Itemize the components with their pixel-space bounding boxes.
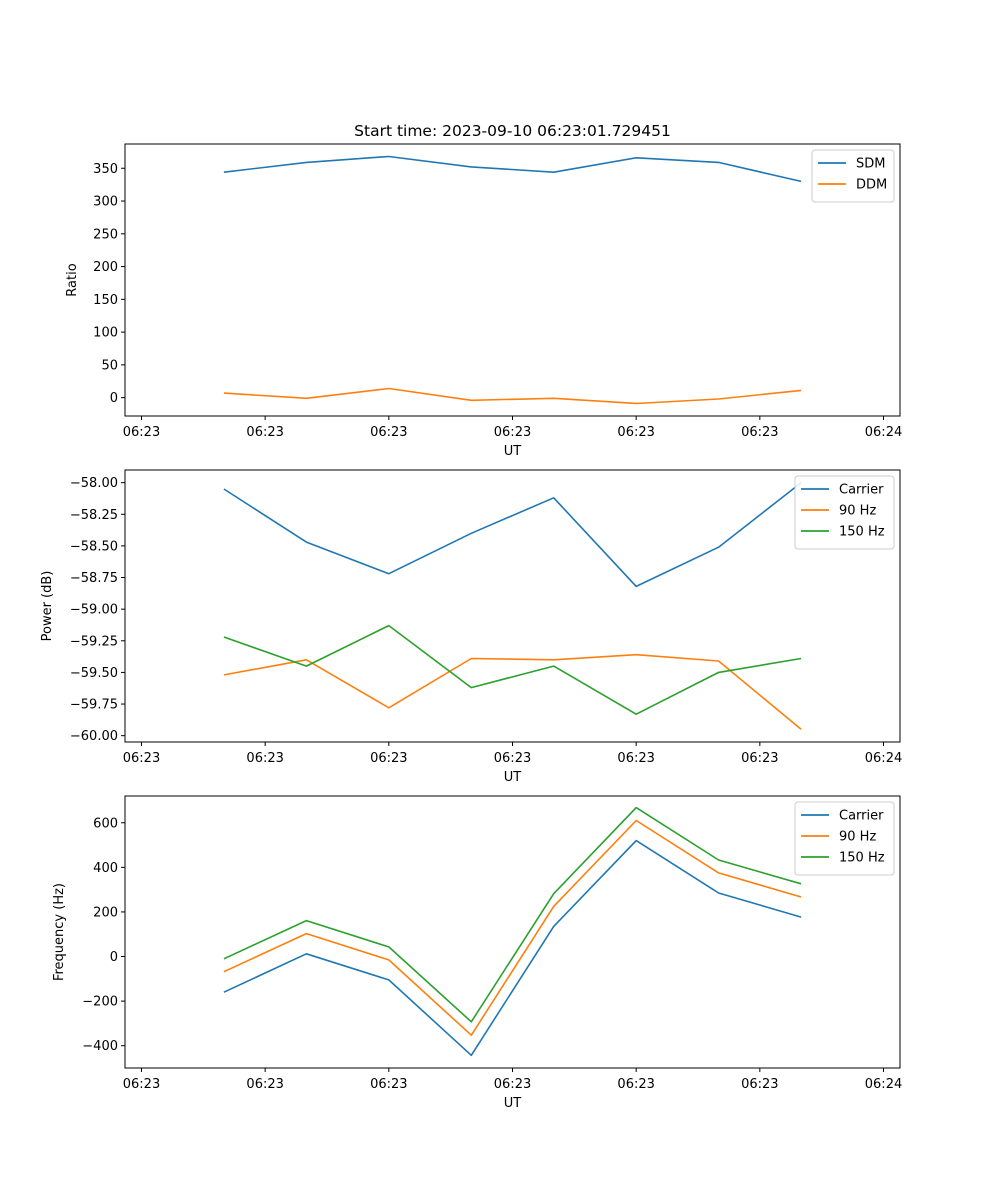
x-axis-label: UT	[504, 770, 522, 785]
x-tick-label: 06:23	[617, 751, 654, 766]
axes-frame	[124, 469, 901, 743]
series-line-ddm	[223, 387, 802, 405]
x-tick-label: 06:23	[246, 751, 283, 766]
x-tick-label: 06:24	[865, 751, 902, 766]
x-tick-label: 06:23	[246, 1077, 283, 1092]
x-tick-label: 06:23	[123, 751, 160, 766]
x-tick-label: 06:24	[865, 425, 902, 440]
x-tick-label: 06:23	[741, 425, 778, 440]
chart-title: Start time: 2023-09-10 06:23:01.729451	[354, 122, 671, 140]
x-tick-label: 06:23	[123, 1077, 160, 1092]
y-axis-label: Ratio	[65, 263, 80, 296]
series-line-sdm	[223, 155, 802, 183]
series-line-carrier	[223, 839, 802, 1057]
series-line-150-hz	[223, 624, 802, 716]
y-tick-label: −200	[82, 995, 118, 1010]
chart-panel-1: 0 50 100 150 200 250 300 350 06:23 06:23 06:23 06:2…	[65, 122, 902, 459]
x-tick-label: 06:23	[494, 425, 531, 440]
y-tick-label: −58.25	[70, 508, 118, 523]
y-tick-label: 100	[93, 326, 118, 341]
x-tick-label: 06:23	[617, 425, 654, 440]
y-tick-label: 350	[93, 162, 118, 177]
x-tick-label: 06:23	[246, 425, 283, 440]
y-tick-label: −58.75	[70, 571, 118, 586]
y-tick-label: 250	[93, 227, 118, 242]
x-tick-label: 06:23	[741, 1077, 778, 1092]
y-tick-label: 0	[110, 391, 118, 406]
y-tick-label: −400	[82, 1039, 118, 1054]
legend-label: Carrier	[839, 483, 884, 498]
y-tick-label: −58.50	[70, 539, 118, 554]
y-tick-label: 400	[93, 861, 118, 876]
series-line-90-hz	[223, 653, 802, 730]
y-tick-label: 150	[93, 293, 118, 308]
series-line-carrier	[223, 482, 802, 588]
y-tick-label: −59.25	[70, 634, 118, 649]
x-tick-label: 06:23	[123, 425, 160, 440]
y-tick-label: 600	[93, 816, 118, 831]
legend-label: 90 Hz	[839, 830, 876, 845]
legend-label: DDM	[856, 178, 887, 193]
y-tick-label: −59.00	[70, 603, 118, 618]
y-tick-label: 300	[93, 195, 118, 210]
x-tick-label: 06:23	[617, 1077, 654, 1092]
chart-panel-3: −400 −200 0 200 400 600 06:23 06:23 06:23 06:23 06…	[52, 795, 902, 1111]
y-tick-label: −59.50	[70, 666, 118, 681]
legend-label: SDM	[856, 157, 885, 172]
y-tick-label: 50	[101, 358, 118, 373]
y-axis-label: Power (dB)	[40, 571, 55, 642]
x-tick-label: 06:23	[370, 425, 407, 440]
y-tick-label: 200	[93, 260, 118, 275]
y-tick-label: −58.00	[70, 476, 118, 491]
series-line-90-hz	[223, 819, 802, 1036]
x-tick-label: 06:23	[741, 751, 778, 766]
x-tick-label: 06:23	[494, 1077, 531, 1092]
axes-frame	[124, 795, 901, 1069]
x-tick-label: 06:23	[370, 1077, 407, 1092]
x-tick-label: 06:24	[865, 1077, 902, 1092]
legend: Carrier 90 Hz 150 Hz	[794, 475, 895, 550]
legend-label: Carrier	[839, 809, 884, 824]
x-axis-label: UT	[504, 444, 522, 459]
x-tick-label: 06:23	[370, 751, 407, 766]
y-tick-label: 200	[93, 905, 118, 920]
axes-frame	[124, 143, 901, 417]
x-tick-label: 06:23	[494, 751, 531, 766]
legend-label: 150 Hz	[839, 851, 885, 866]
legend: Carrier 90 Hz 150 Hz	[794, 801, 895, 876]
y-tick-label: 0	[110, 950, 118, 965]
series-line-150-hz	[223, 806, 802, 1023]
y-tick-label: −59.75	[70, 698, 118, 713]
legend-label: 90 Hz	[839, 504, 876, 519]
y-axis-label: Frequency (Hz)	[52, 883, 67, 981]
chart-panel-2: −60.00 −59.75 −59.50 −59.25 −59.00 −58.75 −58.…	[40, 469, 902, 785]
y-tick-label: −60.00	[70, 729, 118, 744]
legend-label: 150 Hz	[839, 525, 885, 540]
legend: SDM DDM	[811, 149, 895, 203]
x-axis-label: UT	[504, 1096, 522, 1111]
